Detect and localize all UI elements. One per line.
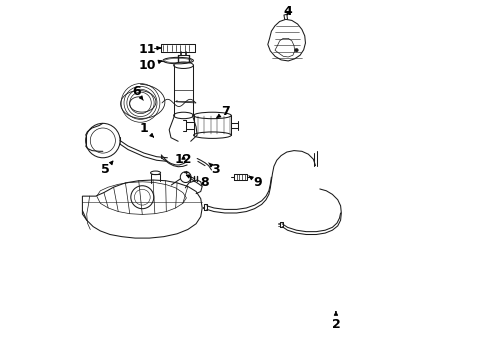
Text: 5: 5: [101, 161, 113, 176]
Text: 7: 7: [216, 105, 230, 118]
Text: 10: 10: [138, 59, 162, 72]
Text: 1: 1: [140, 122, 153, 137]
Text: 11: 11: [138, 42, 161, 55]
Circle shape: [294, 48, 298, 52]
Text: 12: 12: [174, 153, 192, 166]
Text: 2: 2: [331, 312, 340, 331]
Text: 8: 8: [186, 175, 208, 189]
Text: 4: 4: [284, 5, 292, 18]
Text: 3: 3: [208, 163, 220, 176]
Text: 6: 6: [132, 85, 143, 100]
Text: 9: 9: [248, 176, 262, 189]
